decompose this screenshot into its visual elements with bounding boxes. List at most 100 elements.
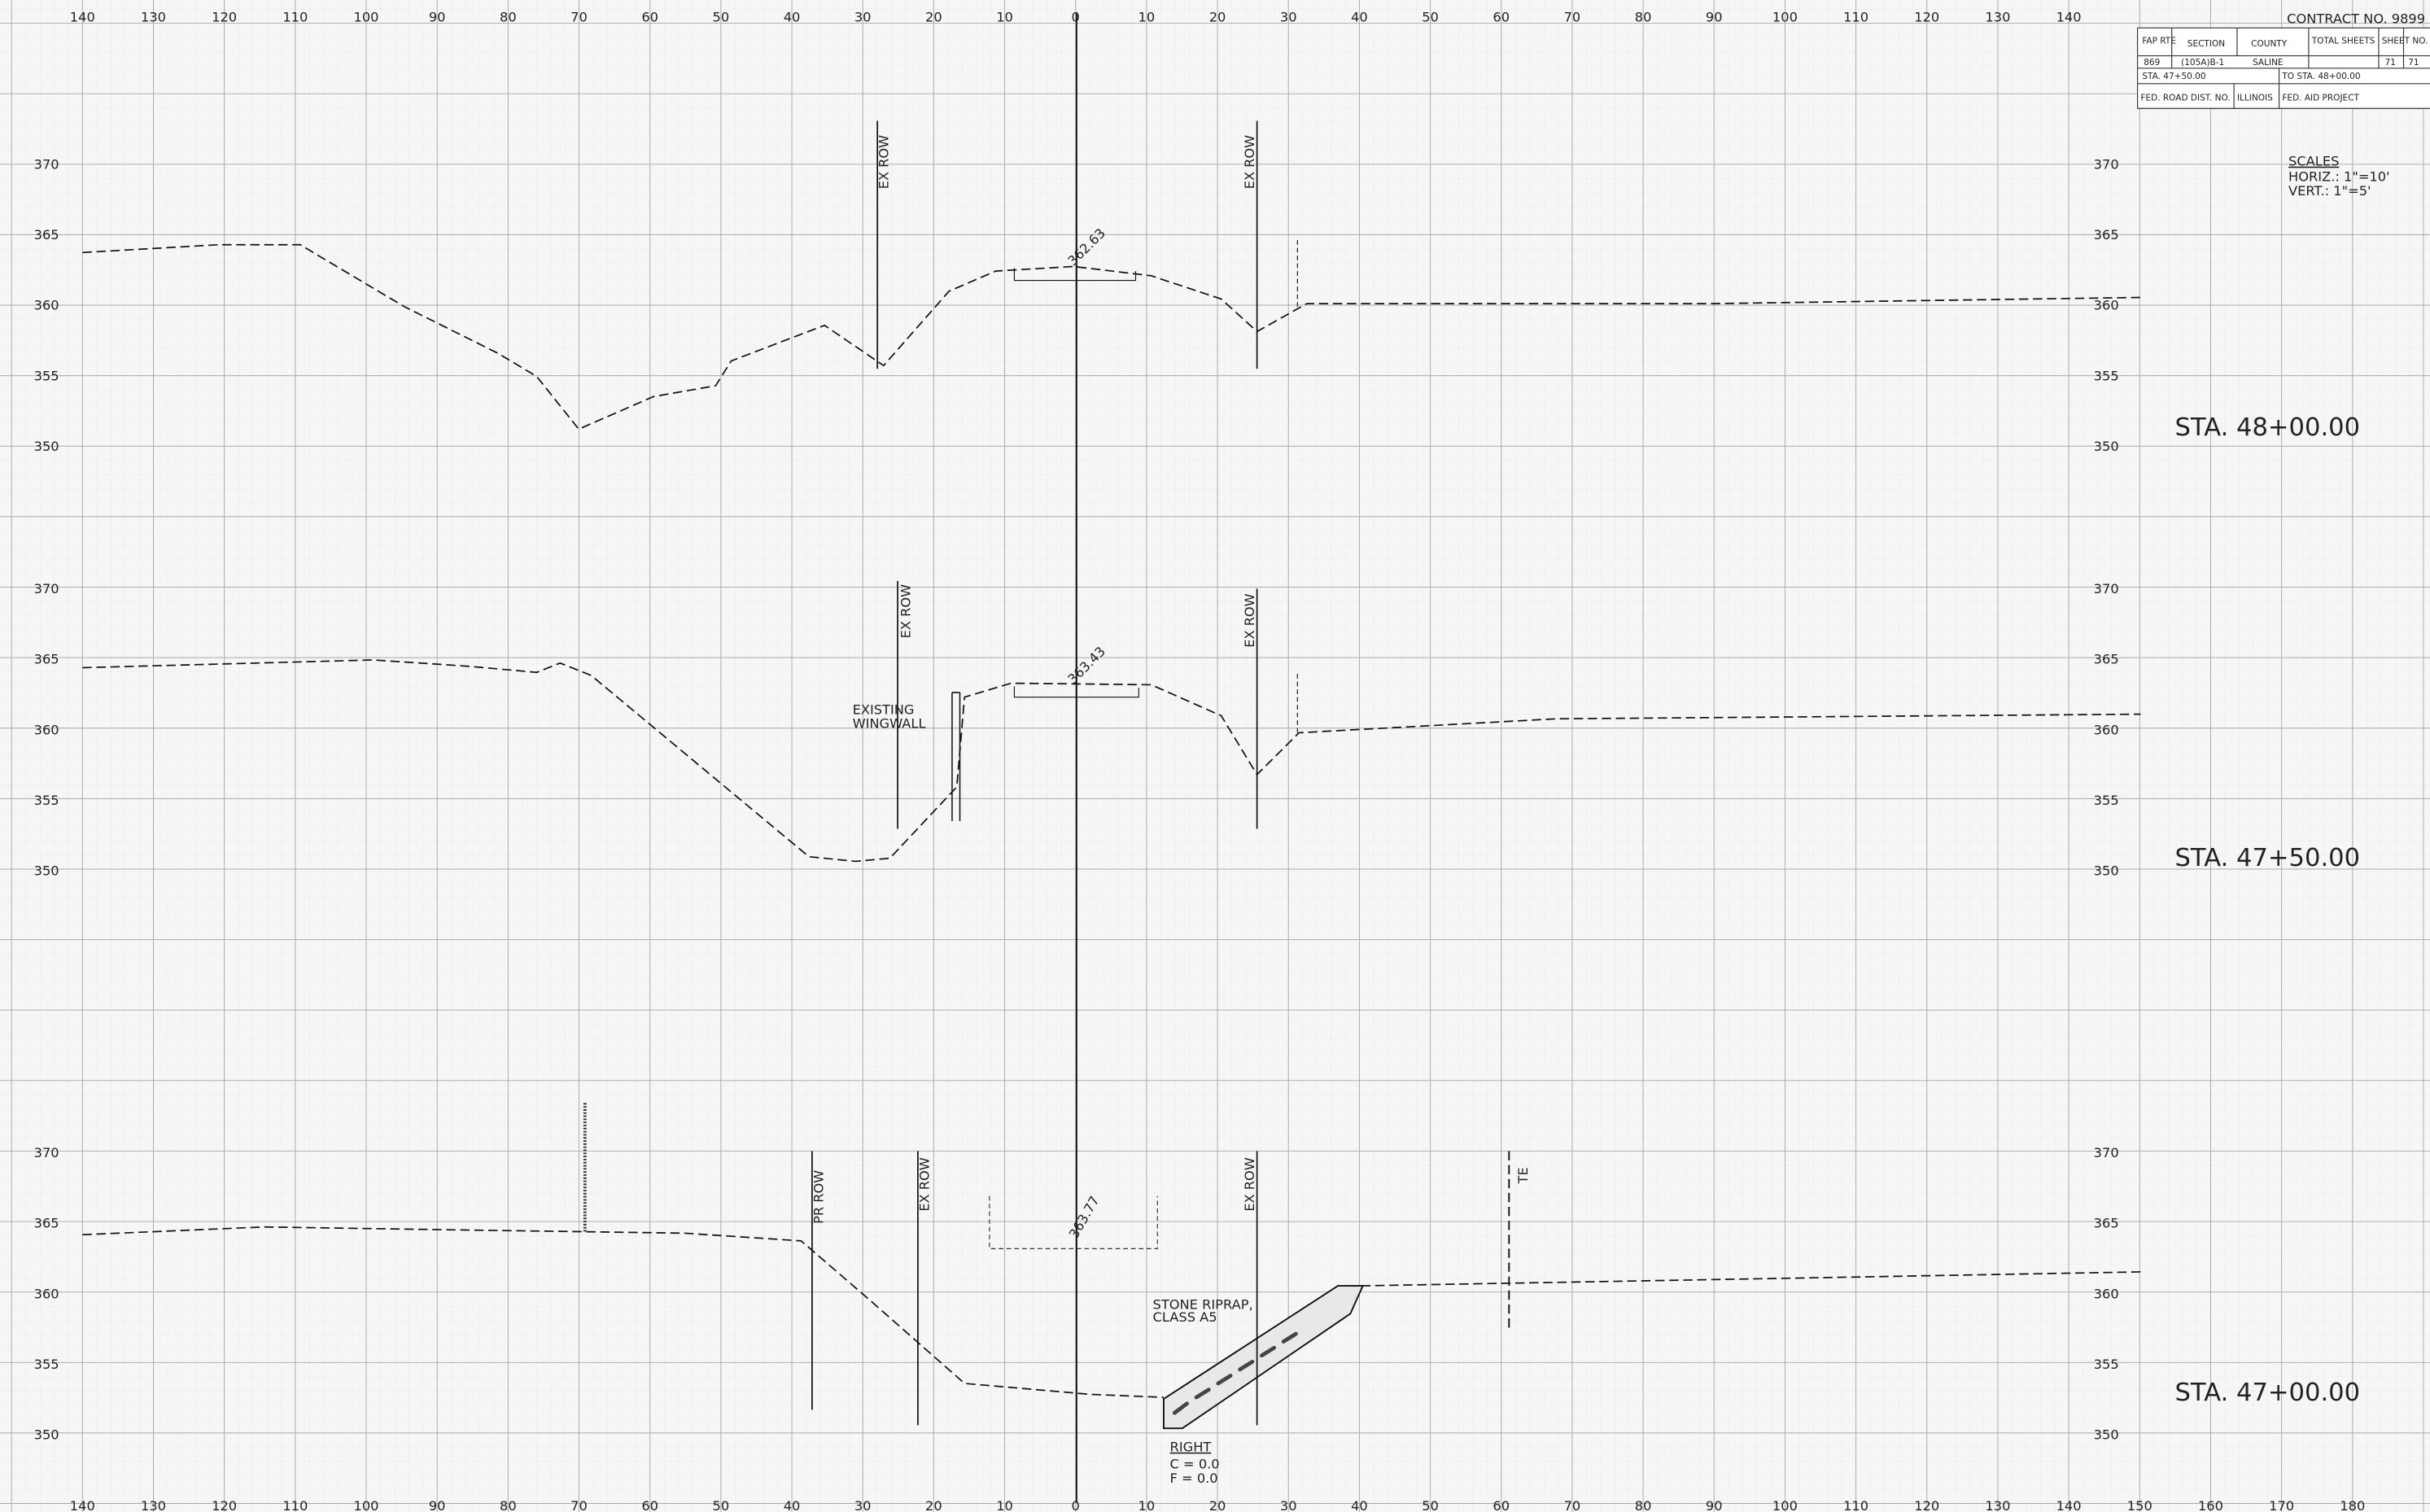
elevation-label: 355 [34,793,59,808]
annotation: EX ROW [1242,593,1257,647]
elevation-label: 365 [2094,227,2119,243]
pavement [1013,268,1137,282]
offset-label: 60 [1493,10,1510,25]
ground-line [82,659,2141,863]
offset-label: 140 [70,1498,95,1512]
elevation-label: 365 [34,1216,59,1231]
offset-label: 70 [1564,10,1581,25]
fed-road-dist: FED. ROAD DIST. NO. [2140,94,2230,103]
offset-label: 90 [1706,1498,1723,1512]
offset-label: 140 [70,10,95,25]
offset-label: 20 [1209,10,1226,25]
value-cell: 71 [2408,58,2419,68]
offset-label: 10 [1139,1498,1156,1512]
annotation: EX ROW [916,1157,932,1211]
station-label: STA. 47+00.00 [2174,1379,2360,1407]
contract-no: CONTRACT NO. 9899 [2287,11,2425,27]
elevation-label: 370 [2094,157,2119,173]
riprap [1162,1285,1365,1430]
offset-label: 110 [282,1498,308,1512]
elevation-label: 360 [34,1286,59,1301]
offset-label: 20 [1209,1498,1226,1512]
annotation: CLASS A5 [1153,1309,1217,1325]
offset-label: 110 [1843,1498,1868,1512]
offset-label: 90 [1706,10,1723,25]
elevation-label: 355 [34,1357,59,1372]
value-cell: 71 [2385,58,2396,68]
elevation-label: 350 [34,863,59,879]
ground-line [82,243,2141,430]
annotation: C = 0.0 [1170,1457,1220,1472]
offset-label: 90 [429,10,446,25]
offset-label: 50 [713,10,730,25]
scales-title: SCALES [2288,154,2339,169]
annotation: F = 0.0 [1170,1470,1218,1486]
elevation-label: 360 [34,722,59,737]
offset-label: 140 [2056,10,2082,25]
annotation: EX ROW [876,135,892,189]
elevation-label: 350 [34,1427,59,1443]
elevation-label: 370 [2094,581,2119,596]
annotation: WINGWALL [853,716,926,732]
offset-label: 10 [996,10,1013,25]
offset-label: 120 [212,10,237,25]
offset-label: 130 [141,1498,166,1512]
offset-label: 80 [500,1498,517,1512]
offset-label: 10 [1139,10,1156,25]
offset-label: 170 [2269,1498,2294,1512]
offset-label: 40 [1351,10,1368,25]
labels: 140 130 120 110 100 90 80 70 60 50 40 30 20 10 0 10 20 30… [34,10,2366,1512]
scales-text: VERT.: 1"=5' [2288,183,2371,199]
offset-label: 80 [1635,10,1652,25]
elevation-label: 350 [2094,439,2119,454]
annotation: EX ROW [898,584,913,638]
station-label: STA. 47+50.00 [2174,844,2360,872]
annotation: PR ROW [811,1170,826,1224]
elevation-label: 365 [34,227,59,243]
offset-label: 160 [2198,1498,2223,1512]
offset-label: 0 [1072,10,1080,25]
station-label: STA. 48+00.00 [2174,413,2360,442]
value-cell: SALINE [2253,58,2284,68]
offset-label: 100 [1772,10,1798,25]
offset-label: 30 [854,1498,872,1512]
elevation-label: 360 [34,298,59,313]
offset-label: 40 [784,1498,801,1512]
title-block: CONTRACT NO. 9899 FAP RTE SECTION COUNTY… [2137,11,2430,109]
elevation-label: 365 [2094,652,2119,667]
offset-label: 20 [925,1498,942,1512]
offset-label: 30 [1280,1498,1297,1512]
offset-label: 30 [1280,10,1297,25]
offset-label: 80 [1635,1498,1652,1512]
offset-label: 100 [1772,1498,1798,1512]
fed-aid: FED. AID PROJECT [2282,94,2359,103]
elevation-label: 355 [2094,368,2119,383]
offset-label: 60 [641,1498,658,1512]
elevation-label: 350 [2094,863,2119,879]
offset-label: 100 [354,10,379,25]
offset-label: 30 [854,10,872,25]
offset-label: 70 [570,10,588,25]
elevation-label: 360 [2094,1286,2119,1301]
offset-label: 60 [1493,1498,1510,1512]
riprap-stones [1172,1331,1298,1415]
annotation: RIGHT [1170,1440,1212,1455]
elevation-label: 355 [2094,1357,2119,1372]
wingwall [951,692,961,821]
from-station: STA. 47+50.00 [2142,72,2205,81]
elevation-label: 370 [2094,1145,2119,1160]
offset-label: 100 [354,1498,379,1512]
offset-label: 140 [2056,1498,2082,1512]
offset-label: 60 [641,10,658,25]
offset-label: 80 [500,10,517,25]
elevation-label: 370 [34,1145,59,1160]
offset-label: 50 [1422,10,1439,25]
offset-label: 0 [1072,1498,1080,1512]
value-cell: 869 [2144,58,2160,68]
header-cell: COUNTY [2251,39,2288,49]
offset-label: 20 [925,10,942,25]
header-cell: SECTION [2187,39,2225,49]
offset-label: 50 [1422,1498,1439,1512]
